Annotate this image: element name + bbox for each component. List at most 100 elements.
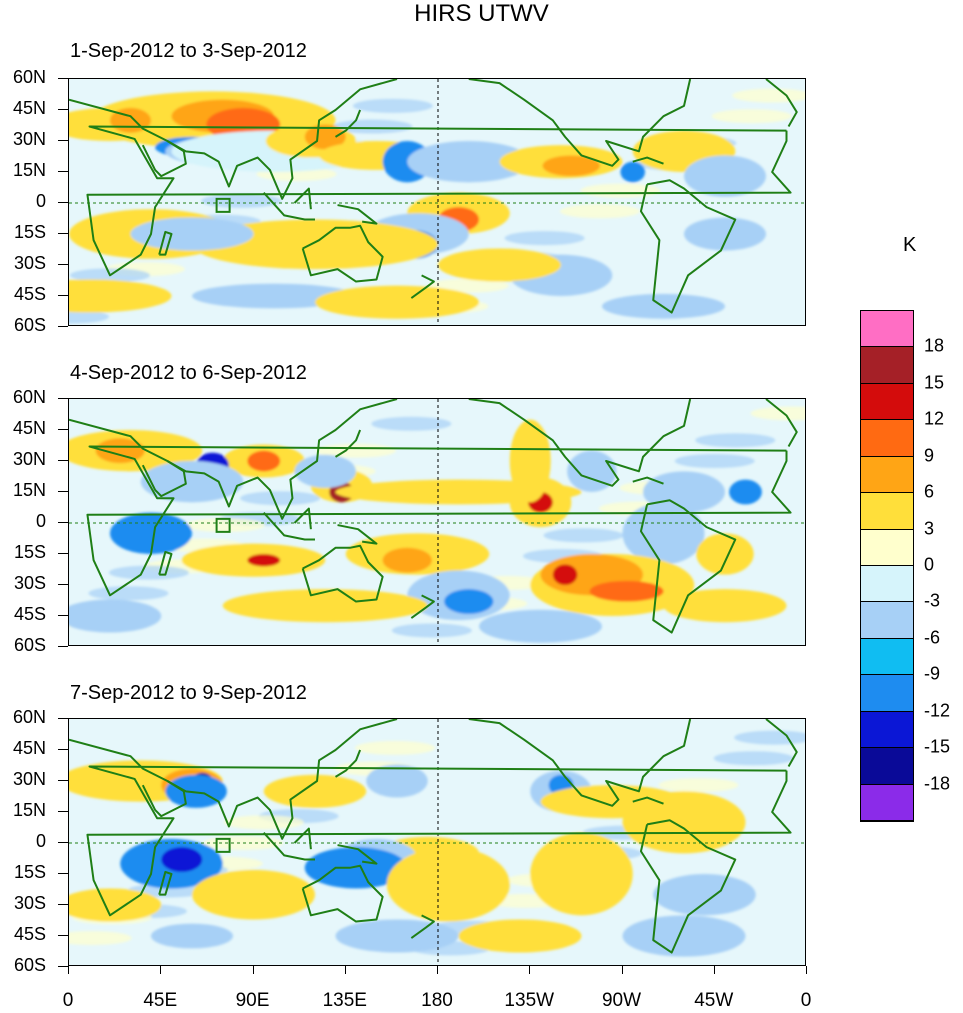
- colorbar-label: 9: [924, 445, 935, 466]
- anomaly-blob: [622, 915, 746, 957]
- anomaly-blob: [540, 785, 684, 819]
- anomaly-blob: [684, 217, 766, 251]
- coastline: [765, 79, 798, 128]
- lat-label: 60N: [12, 707, 46, 727]
- lat-tick: [58, 429, 68, 430]
- colorbar-label: -18: [924, 773, 951, 794]
- lat-tick: [58, 749, 68, 750]
- field-patch: [580, 183, 661, 198]
- lat-label: 45N: [12, 738, 46, 758]
- lon-tick: [806, 966, 807, 974]
- lon-label: 0: [62, 990, 74, 1011]
- field-patch: [504, 231, 585, 246]
- lat-tick: [58, 171, 68, 172]
- anomaly-blob: [95, 438, 145, 464]
- lat-tick: [58, 398, 68, 399]
- field-patch: [428, 278, 509, 293]
- region-box: [215, 837, 231, 853]
- lat-tick: [58, 264, 68, 265]
- field-patch: [201, 193, 282, 208]
- colorbar-label: 0: [924, 554, 935, 575]
- lon-label: 45E: [143, 990, 178, 1011]
- anomaly-blob: [386, 847, 510, 922]
- coastline: [86, 765, 792, 917]
- coastline: [334, 109, 362, 138]
- region-box: [215, 197, 231, 213]
- anomaly-blob: [315, 285, 479, 319]
- coastline: [337, 844, 378, 865]
- panel-3-map: [68, 718, 806, 966]
- lat-label: 60S: [13, 955, 46, 975]
- coastline: [86, 125, 792, 277]
- anomaly-blob: [530, 832, 633, 916]
- anomaly-blob: [304, 847, 408, 889]
- coastline: [69, 399, 398, 520]
- lat-label: 15S: [13, 542, 46, 562]
- field-patch: [69, 931, 132, 946]
- lat-tick: [58, 584, 68, 585]
- colorbar-swatch: [861, 529, 913, 566]
- anomaly-blob: [509, 419, 551, 503]
- coastline: [468, 399, 692, 487]
- field-patch: [543, 528, 624, 543]
- lat-label: 45N: [12, 98, 46, 118]
- colorbar-swatch: [861, 311, 913, 348]
- lat-tick: [58, 780, 68, 781]
- coastline: [301, 544, 384, 603]
- lat-tick: [58, 842, 68, 843]
- lat-tick: [58, 904, 68, 905]
- field-patch: [713, 751, 794, 766]
- lat-tick: [58, 935, 68, 936]
- colorbar-label: -9: [924, 663, 941, 684]
- coastline: [293, 507, 312, 530]
- coastline: [765, 719, 798, 768]
- field-patch: [223, 815, 304, 830]
- colorbar-label: -3: [924, 590, 941, 611]
- lat-tick: [58, 78, 68, 79]
- lon-tick: [713, 966, 715, 974]
- coastline: [468, 719, 692, 807]
- anomaly-blob: [729, 479, 762, 505]
- lat-tick: [58, 966, 68, 967]
- coastline: [158, 230, 173, 256]
- colorbar-swatch: [861, 675, 913, 712]
- field-patch: [711, 109, 792, 124]
- coastline: [293, 187, 312, 210]
- coastline: [141, 780, 187, 818]
- colorbar-swatch: [861, 784, 913, 821]
- lat-label: 60S: [13, 635, 46, 655]
- colorbar-swatch: [861, 383, 913, 421]
- region-box: [215, 517, 231, 533]
- coastline: [410, 594, 435, 619]
- anomaly-blob: [140, 461, 244, 503]
- coastline: [639, 179, 737, 314]
- anomaly-blob: [438, 248, 561, 282]
- coastline: [765, 399, 798, 448]
- coastline: [632, 156, 664, 165]
- lat-label: 15S: [13, 222, 46, 242]
- anomaly-blob: [165, 774, 227, 808]
- lat-tick: [58, 460, 68, 461]
- field-patch: [674, 454, 755, 468]
- field-patch: [559, 204, 640, 219]
- coastline: [158, 870, 173, 896]
- figure-title: HIRS UTWV: [414, 0, 549, 27]
- field-patch: [88, 586, 169, 601]
- anomaly-blob: [620, 161, 646, 183]
- panel-1-title: 1-Sep-2012 to 3-Sep-2012: [70, 40, 307, 62]
- anomaly-blob: [247, 554, 281, 567]
- field-patch: [734, 730, 805, 745]
- lat-label: 0: [35, 831, 46, 851]
- coastline: [468, 79, 692, 167]
- lat-tick: [58, 326, 68, 327]
- coastline: [263, 511, 315, 541]
- anomaly-blob: [458, 919, 582, 953]
- lat-label: 15N: [12, 480, 46, 500]
- coastline: [69, 719, 398, 840]
- field-patch: [695, 433, 776, 448]
- lon-tick: [344, 966, 346, 974]
- lat-tick: [58, 718, 68, 719]
- anomaly-blob: [552, 564, 578, 585]
- panel-2-title: 4-Sep-2012 to 6-Sep-2012: [70, 362, 307, 384]
- field-patch: [391, 623, 472, 638]
